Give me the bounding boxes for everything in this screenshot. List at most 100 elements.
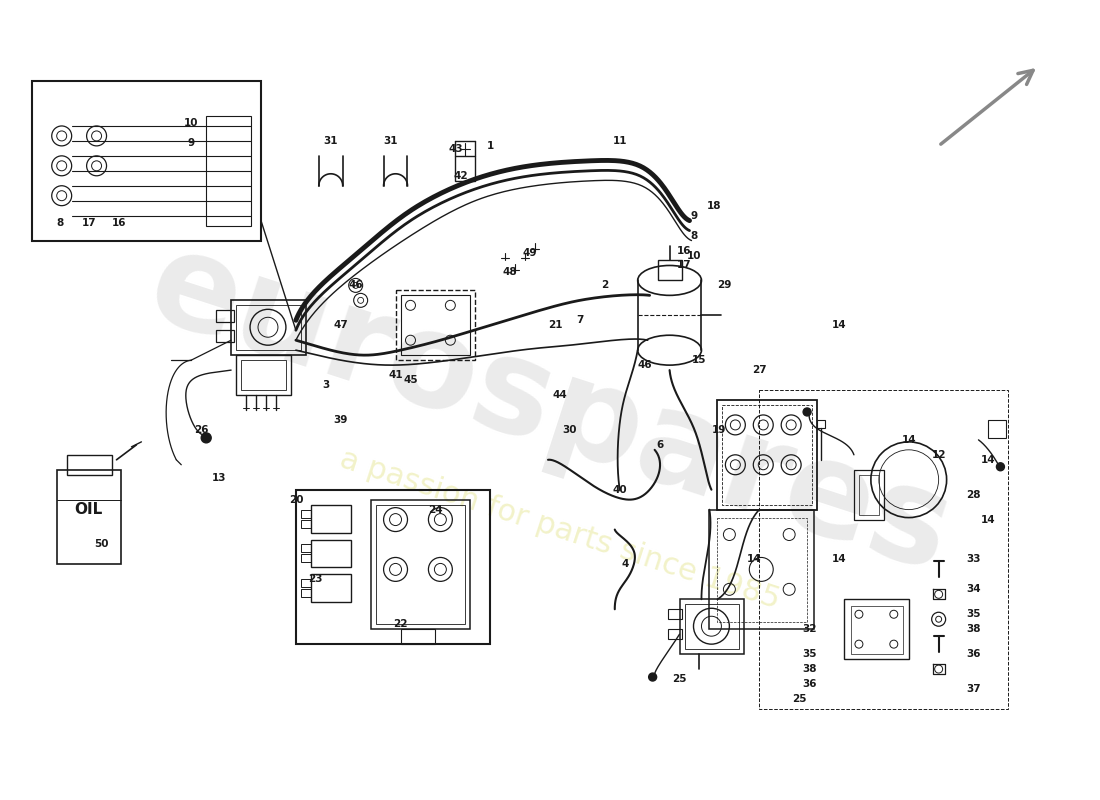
Text: 16: 16: [678, 246, 692, 255]
Text: 21: 21: [548, 320, 562, 330]
Text: 47: 47: [333, 320, 348, 330]
Bar: [67, 455, 111, 474]
Text: OIL: OIL: [75, 502, 102, 517]
Text: 14: 14: [901, 435, 916, 445]
Bar: [851, 606, 903, 654]
Circle shape: [201, 433, 211, 443]
Bar: [717, 518, 807, 622]
Bar: [217, 310, 234, 322]
Text: 6: 6: [656, 440, 663, 450]
Text: 1: 1: [486, 141, 494, 151]
Text: 4: 4: [621, 559, 628, 570]
Bar: [241, 360, 286, 390]
Bar: [710, 510, 814, 630]
Text: 46: 46: [349, 280, 363, 290]
Text: 33: 33: [966, 554, 981, 565]
Circle shape: [803, 408, 811, 416]
Text: 31: 31: [323, 136, 338, 146]
Bar: [301, 510, 311, 518]
Bar: [658, 261, 682, 281]
Bar: [455, 156, 475, 181]
Text: 17: 17: [82, 218, 97, 228]
Text: 41: 41: [388, 370, 403, 380]
Bar: [301, 545, 311, 553]
Text: 13: 13: [212, 473, 227, 482]
Bar: [854, 470, 883, 519]
Text: 43: 43: [448, 144, 463, 154]
Text: 3: 3: [322, 380, 329, 390]
Bar: [680, 599, 745, 654]
Text: 14: 14: [981, 454, 996, 465]
Text: 8: 8: [691, 230, 698, 241]
Text: 36: 36: [802, 679, 816, 689]
Bar: [668, 630, 682, 639]
Text: 19: 19: [712, 425, 727, 435]
Text: 14: 14: [981, 514, 996, 525]
Bar: [989, 420, 1006, 438]
Text: 24: 24: [428, 505, 442, 514]
Text: a passion for parts since 1985: a passion for parts since 1985: [337, 445, 783, 614]
Text: 8: 8: [56, 218, 64, 228]
Text: 44: 44: [552, 390, 568, 400]
Text: eurospares: eurospares: [133, 221, 967, 599]
Text: 49: 49: [522, 247, 537, 258]
Bar: [759, 390, 1009, 709]
Text: 2: 2: [602, 280, 608, 290]
Text: 37: 37: [966, 684, 981, 694]
Text: 15: 15: [692, 355, 706, 365]
Bar: [301, 590, 311, 598]
Text: 26: 26: [194, 425, 209, 435]
Text: 25: 25: [672, 674, 686, 684]
Text: 10: 10: [184, 118, 198, 128]
Bar: [400, 295, 471, 355]
Text: 34: 34: [966, 584, 981, 594]
Text: 50: 50: [95, 539, 109, 550]
Text: 38: 38: [802, 664, 816, 674]
Bar: [400, 630, 436, 644]
Text: 32: 32: [802, 624, 816, 634]
Text: 7: 7: [576, 315, 584, 326]
Text: 9: 9: [188, 138, 195, 148]
Text: 9: 9: [691, 210, 698, 221]
Bar: [817, 420, 825, 428]
Text: 16: 16: [112, 218, 126, 228]
Text: 11: 11: [613, 136, 627, 146]
Text: 28: 28: [966, 490, 981, 500]
Text: 30: 30: [563, 425, 578, 435]
Text: 48: 48: [503, 267, 517, 278]
Text: 38: 38: [966, 624, 981, 634]
Text: 23: 23: [309, 574, 323, 584]
Text: 27: 27: [752, 365, 767, 375]
Circle shape: [997, 462, 1004, 470]
Bar: [236, 355, 290, 395]
Bar: [668, 610, 682, 619]
Bar: [684, 604, 739, 649]
Text: 10: 10: [688, 250, 702, 261]
Text: 46: 46: [637, 360, 652, 370]
Bar: [206, 116, 251, 226]
Bar: [236, 306, 301, 350]
Text: 40: 40: [613, 485, 627, 494]
Text: 14: 14: [832, 320, 846, 330]
Text: 20: 20: [288, 494, 304, 505]
Bar: [301, 519, 311, 527]
Bar: [717, 400, 817, 510]
Text: 31: 31: [383, 136, 398, 146]
Text: 17: 17: [678, 261, 692, 270]
Bar: [57, 470, 121, 565]
Circle shape: [649, 673, 657, 681]
Bar: [396, 290, 475, 360]
Bar: [844, 599, 909, 659]
Text: 42: 42: [453, 170, 468, 181]
Bar: [311, 505, 351, 533]
Text: 14: 14: [832, 554, 846, 565]
Text: 25: 25: [792, 694, 806, 704]
Bar: [311, 539, 351, 567]
Bar: [859, 474, 879, 514]
Bar: [311, 574, 351, 602]
Text: 22: 22: [394, 619, 408, 630]
Bar: [723, 405, 812, 505]
Text: 36: 36: [966, 649, 981, 659]
Bar: [301, 579, 311, 587]
Bar: [217, 330, 234, 342]
